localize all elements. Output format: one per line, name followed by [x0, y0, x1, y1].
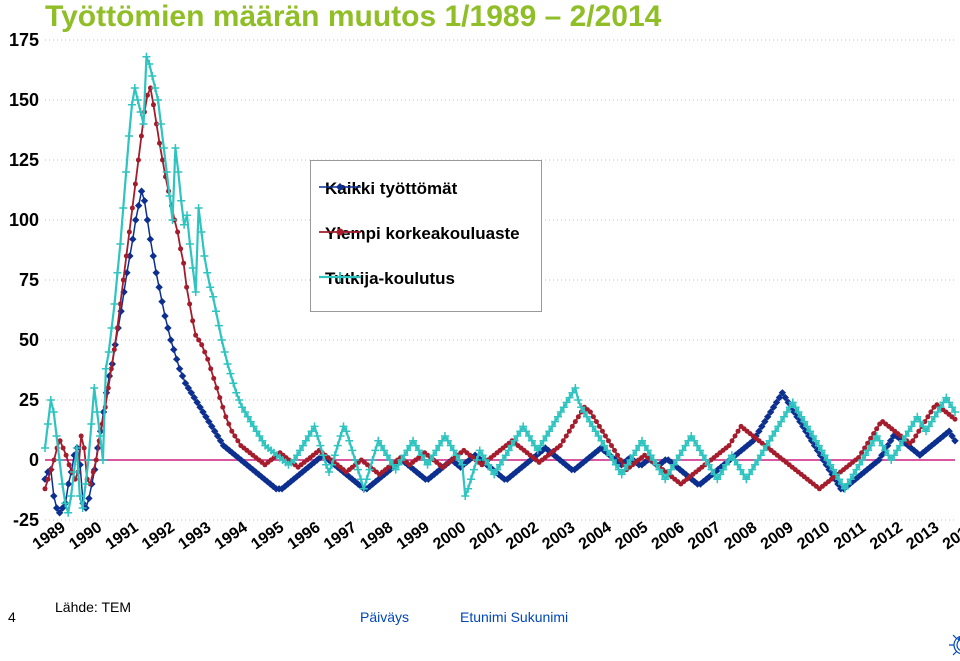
- svg-text:1998: 1998: [357, 519, 396, 553]
- svg-text:2010: 2010: [794, 519, 833, 553]
- svg-text:1990: 1990: [66, 519, 105, 553]
- svg-text:1992: 1992: [139, 519, 178, 553]
- svg-text:2006: 2006: [649, 519, 688, 553]
- svg-text:2002: 2002: [503, 519, 542, 553]
- chart-container: -250255075100125150175198919901991199219…: [0, 30, 960, 585]
- footer-author: Etunimi Sukunimi: [460, 609, 568, 625]
- svg-text:75: 75: [19, 270, 39, 290]
- page-number: 4: [8, 609, 16, 625]
- svg-text:2000: 2000: [430, 519, 469, 553]
- legend-item: Ylempi korkeakouluaste: [319, 224, 520, 254]
- svg-text:2005: 2005: [612, 519, 651, 553]
- svg-text:1996: 1996: [285, 519, 324, 553]
- svg-text:2013: 2013: [903, 519, 942, 553]
- svg-text:2001: 2001: [467, 519, 506, 553]
- source-label: Lähde: TEM: [55, 599, 131, 615]
- svg-text:2014: 2014: [940, 519, 960, 553]
- svg-text:150: 150: [9, 90, 39, 110]
- legend-item: Tutkija-koulutus: [319, 269, 455, 299]
- svg-text:175: 175: [9, 30, 39, 50]
- legend-box: Kaikki työttömät Ylempi korkeakouluaste Tu…: [310, 160, 542, 312]
- svg-text:-25: -25: [13, 510, 39, 530]
- svg-text:125: 125: [9, 150, 39, 170]
- svg-text:1997: 1997: [321, 519, 360, 553]
- legend-item: Kaikki työttömät: [319, 179, 457, 209]
- footer-date: Päiväys: [360, 609, 409, 625]
- svg-text:50: 50: [19, 330, 39, 350]
- svg-text:0: 0: [29, 450, 39, 470]
- chart-title: Työttömien määrän muutos 1/1989 – 2/2014: [45, 0, 661, 34]
- svg-text:2012: 2012: [867, 519, 906, 553]
- svg-text:100: 100: [9, 210, 39, 230]
- svg-text:2004: 2004: [576, 519, 615, 553]
- footer: 4 Lähde: TEM Päiväys Etunimi Sukunimi Ak…: [0, 595, 960, 635]
- svg-text:2007: 2007: [685, 519, 724, 553]
- svg-text:1995: 1995: [248, 519, 287, 553]
- svg-text:1999: 1999: [394, 519, 433, 553]
- svg-text:1991: 1991: [103, 519, 142, 553]
- svg-text:1994: 1994: [212, 519, 251, 553]
- svg-text:2003: 2003: [539, 519, 578, 553]
- svg-text:2008: 2008: [721, 519, 760, 553]
- svg-text:1993: 1993: [175, 519, 214, 553]
- svg-text:25: 25: [19, 390, 39, 410]
- svg-text:2009: 2009: [758, 519, 797, 553]
- svg-text:2011: 2011: [831, 519, 869, 553]
